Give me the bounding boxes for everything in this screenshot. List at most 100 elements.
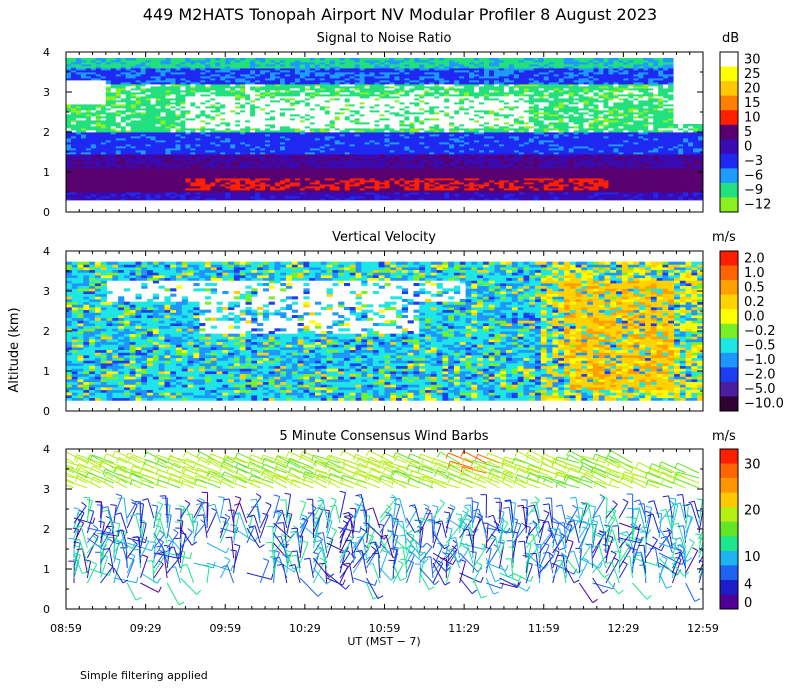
snr-cell [66,168,72,171]
snr-cell [150,102,156,105]
snr-cell [334,114,341,117]
snr-cell [304,150,311,153]
snr-cell [284,74,291,77]
snr-cell [275,62,281,65]
snr-cell [190,168,196,171]
snr-cell [66,86,72,89]
snr-cell [334,64,341,67]
snr-cell [329,94,336,97]
snr-cell [319,176,326,179]
snr-cell [255,188,261,191]
snr-cell [394,130,400,133]
snr-cell [384,60,390,63]
snr-cell [359,182,365,185]
snr-cell [399,150,405,153]
snr-cell [275,114,281,117]
snr-cell [279,164,286,167]
snr-cell [155,154,161,157]
snr-cell [120,156,127,159]
snr-cell [215,104,221,107]
snr-cell [299,156,306,159]
snr-cell [260,76,266,79]
snr-cell [334,78,341,81]
snr-cell [110,58,117,61]
snr-cell [160,162,166,165]
snr-cell [359,92,365,95]
snr-cell [75,180,82,183]
snr-cell [334,142,341,145]
snr-cell [175,82,181,85]
snr-cell [304,198,311,201]
snr-cell [175,60,181,63]
snr-cell [170,108,176,111]
snr-cell [319,100,326,103]
snr-cell [170,150,176,153]
snr-cell [314,64,321,67]
snr-cell [115,114,122,117]
snr-cell [270,144,276,147]
snr-cell [215,182,221,185]
snr-cell [334,148,341,151]
snr-cell [175,94,181,97]
snr-cell [180,140,186,143]
snr-cell [349,126,356,129]
snr-cell [155,152,161,155]
snr-cell [354,100,361,103]
snr-cell [279,106,286,109]
snr-cell [210,136,216,139]
snr-cell [130,110,137,113]
snr-cell [115,70,122,73]
snr-cell [364,102,370,105]
snr-cell [110,194,117,197]
snr-cell [175,98,181,101]
snr-cell [95,182,102,185]
snr-cell [235,106,241,109]
snr-cell [155,78,161,81]
snr-cell [235,70,241,73]
snr-cell [220,118,226,121]
snr-cell [125,68,132,71]
snr-cell [190,130,196,133]
snr-cell [155,182,161,185]
snr-cell [260,156,266,159]
snr-cell [349,68,356,71]
snr-cell [260,176,266,179]
snr-cell [150,96,156,99]
snr-cell [284,78,291,81]
snr-cell [329,154,336,157]
snr-cell [115,60,122,63]
snr-cell [215,72,221,75]
snr-cell [344,148,351,151]
snr-cell [105,64,112,67]
snr-cell [185,66,191,69]
snr-cell [344,94,351,97]
panel3-units: m/s [712,429,736,444]
snr-cell [75,158,82,161]
snr-cell [299,60,306,63]
snr-cell [319,188,326,191]
snr-cell [80,180,87,183]
snr-cell [374,72,380,75]
snr-cell [369,142,375,145]
snr-cell [150,192,156,195]
snr-cell [165,102,171,105]
snr-cell [190,122,196,125]
snr-cell [240,188,246,191]
snr-cell [175,116,181,119]
snr-cell [175,154,181,157]
snr-cell [95,72,102,75]
snr-cell [339,94,346,97]
snr-cell [409,120,415,123]
snr-cell [150,120,156,123]
snr-cell [150,152,156,155]
snr-cell [230,108,236,111]
snr-cell [240,152,246,155]
snr-cell [230,72,236,75]
snr-cell [195,76,201,79]
snr-cell [374,84,380,87]
snr-cell [384,130,390,133]
snr-cell [319,74,326,77]
snr-cell [394,176,400,179]
snr-cell [334,70,341,73]
snr-cell [255,172,261,175]
